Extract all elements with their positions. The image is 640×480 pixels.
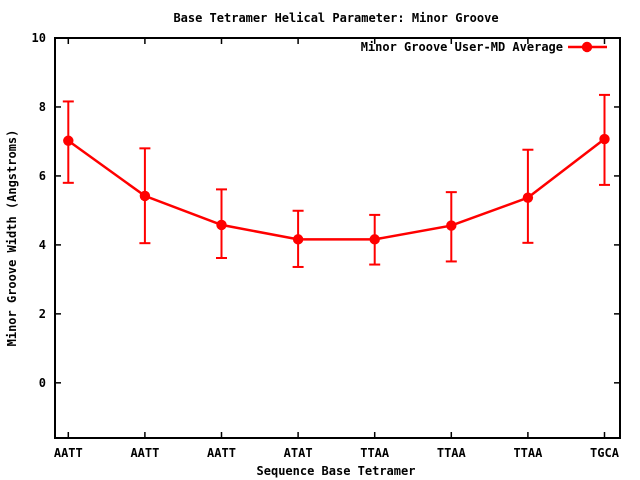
y-tick-label: 8 (39, 100, 46, 114)
x-tick-label: TTAA (360, 446, 390, 460)
y-tick-label: 0 (39, 376, 46, 390)
data-point-marker (599, 133, 610, 145)
y-tick-label: 2 (39, 307, 46, 321)
legend-label: Minor Groove User-MD Average (361, 40, 563, 54)
data-point-marker (216, 219, 227, 231)
y-axis-label: Minor Groove Width (Angstroms) (5, 130, 19, 347)
chart-title: Base Tetramer Helical Parameter: Minor G… (173, 11, 498, 25)
data-point-marker (139, 190, 151, 202)
x-tick-label: ATAT (284, 446, 313, 460)
data-point-marker (522, 192, 534, 203)
x-tick-label: TTAA (513, 446, 543, 460)
legend: Minor Groove User-MD Average (361, 40, 607, 54)
y-tick-label: 10 (32, 31, 46, 45)
x-tick-label: AATT (130, 446, 159, 460)
series-line (67, 138, 606, 241)
data-point-marker (369, 234, 380, 245)
plot-border (54, 37, 621, 439)
data-point-marker (63, 135, 74, 146)
x-axis-label: Sequence Base Tetramer (257, 464, 416, 478)
x-tick-label: AATT (207, 446, 236, 460)
y-tick-label: 4 (39, 238, 46, 252)
x-tick-label: TGCA (590, 446, 620, 460)
data-point-marker (292, 234, 304, 245)
plot-area: 0 2 4 6 8 10 AATT AATT AATT ATAT TTAA TTAA TTAA TGCA (32, 31, 621, 460)
x-tick-label: TTAA (437, 446, 467, 460)
legend-point-marker (581, 41, 593, 53)
data-point-marker (446, 220, 457, 231)
y-tick-label: 6 (39, 169, 46, 183)
x-tick-label: AATT (54, 446, 83, 460)
